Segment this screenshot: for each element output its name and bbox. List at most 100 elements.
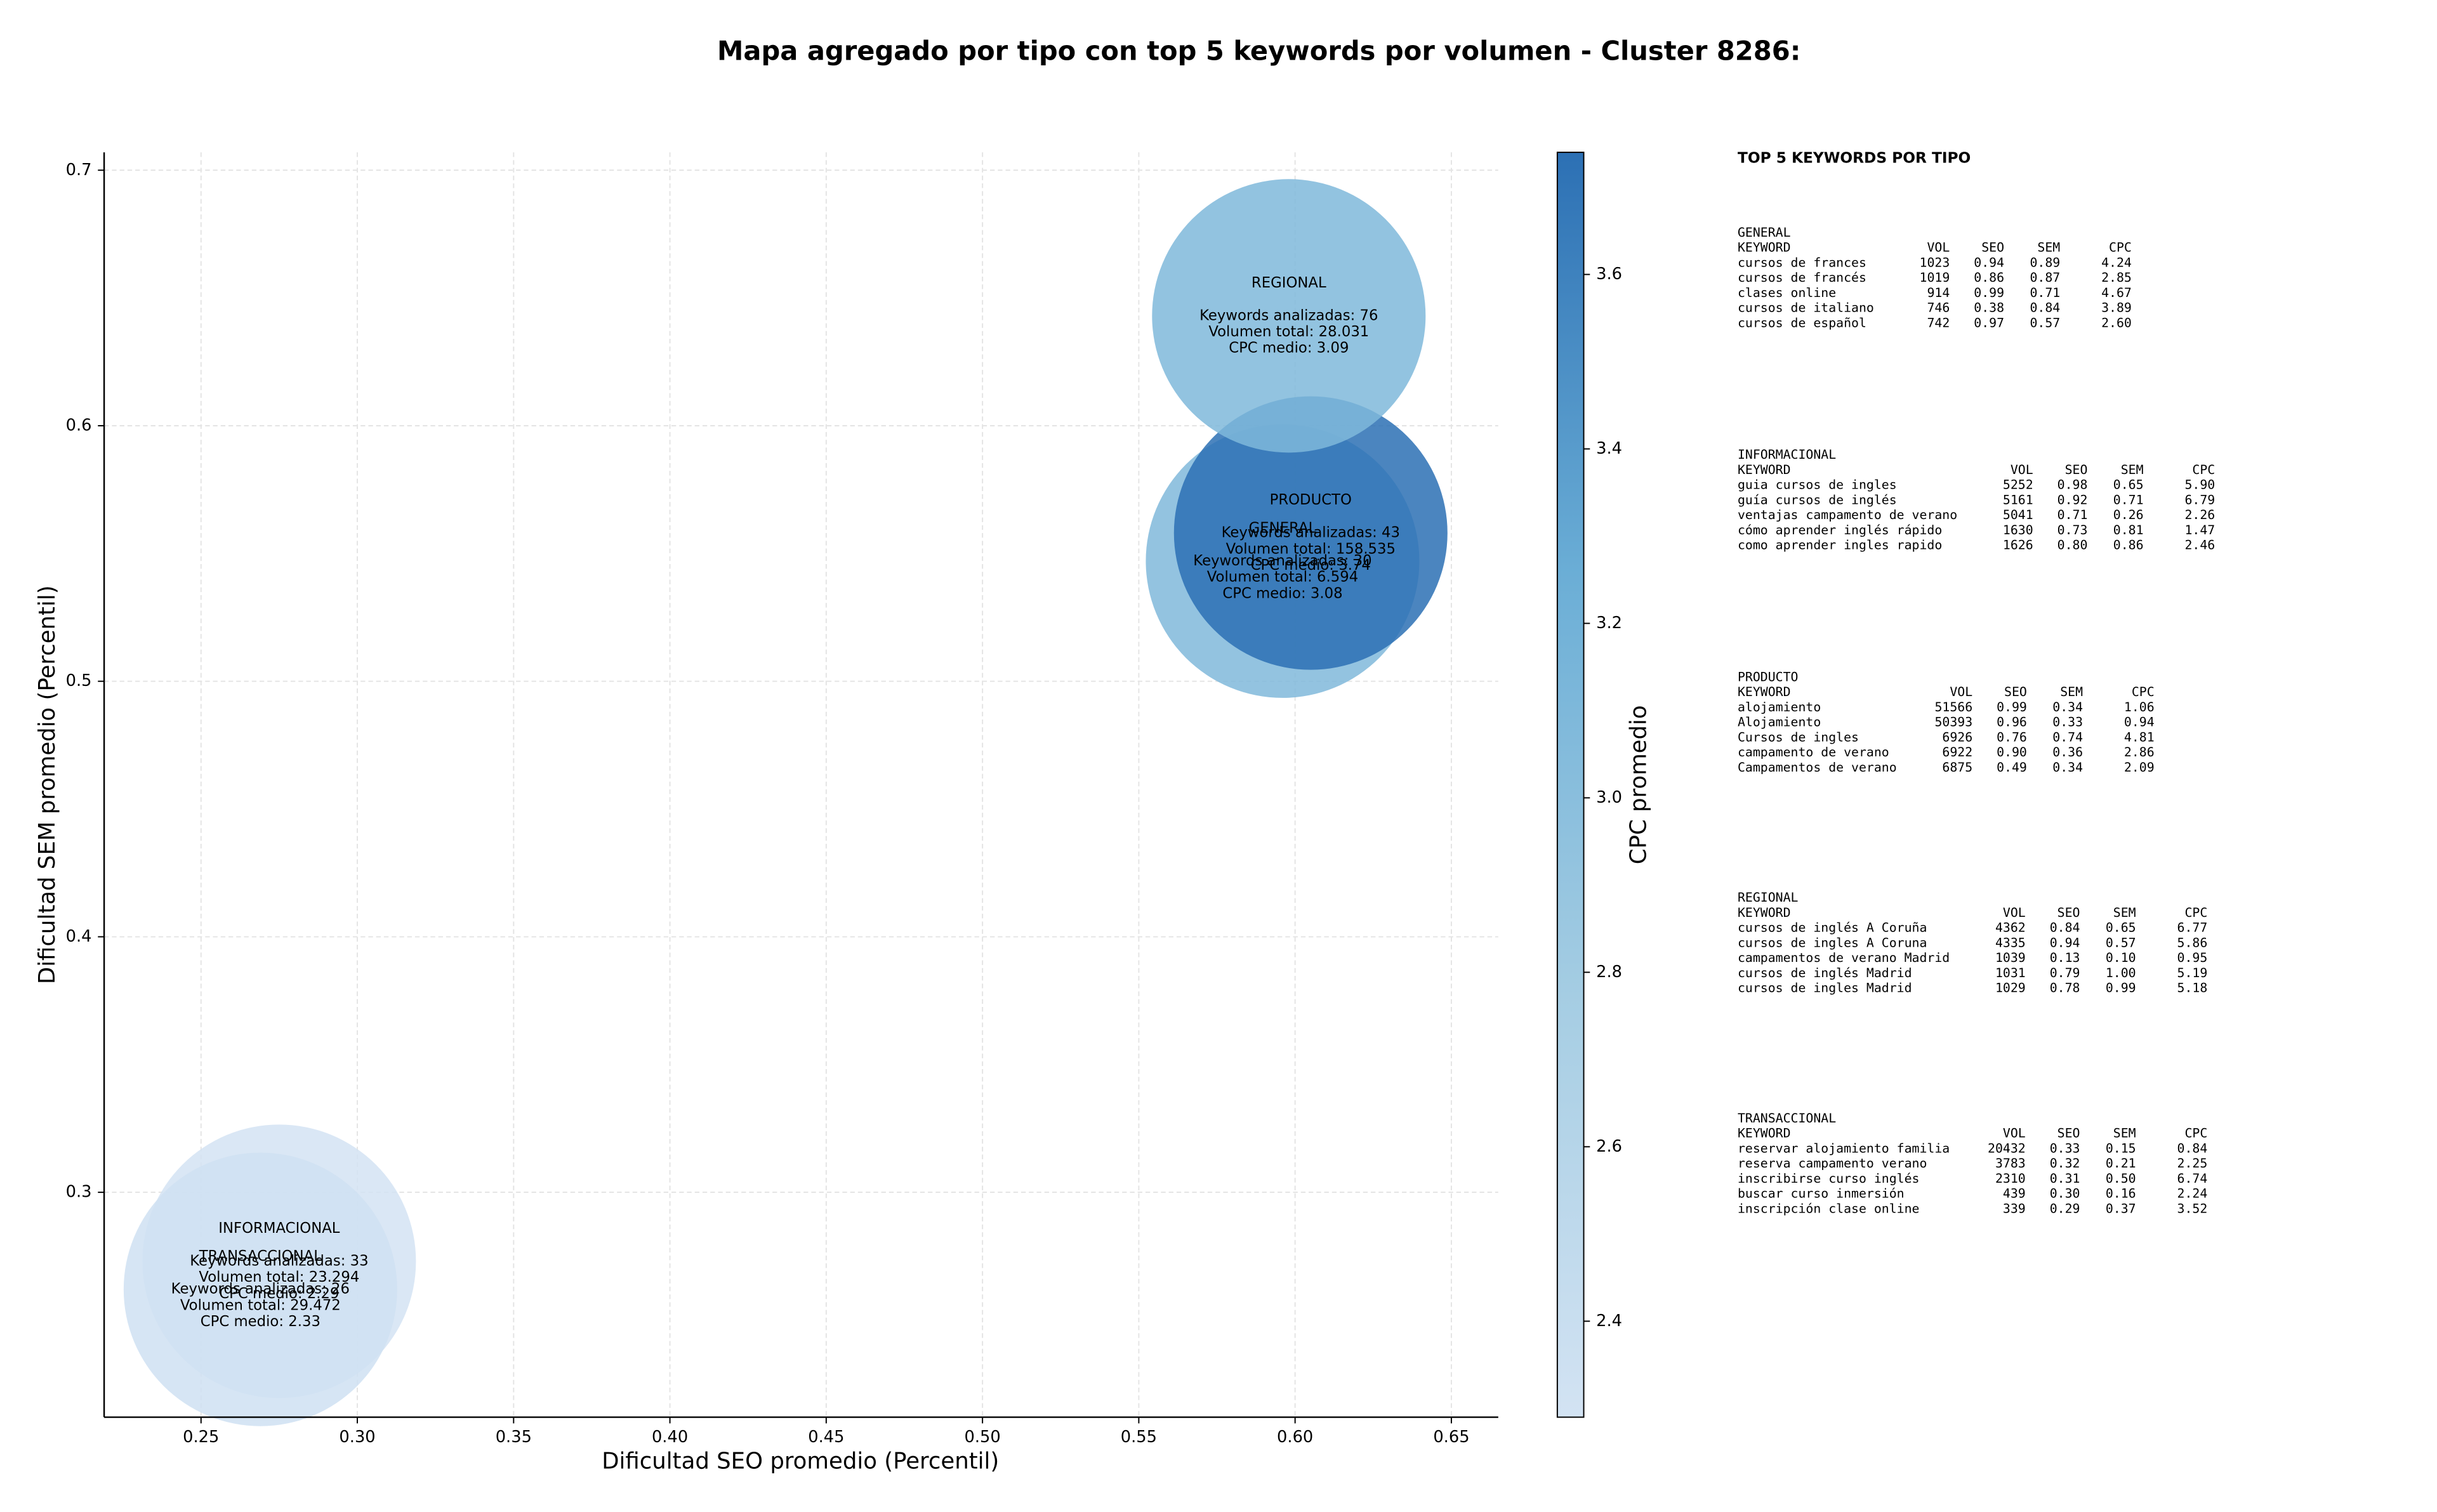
column-header: KEYWORD	[1738, 685, 1791, 699]
table-cell: 0.15	[2106, 1141, 2136, 1155]
colorbar-tick-label: 2.4	[1596, 1311, 1622, 1331]
table-cell: 0.78	[2050, 981, 2080, 996]
table-cell: 5252	[2003, 478, 2033, 492]
table-cell: 0.33	[2050, 1141, 2080, 1155]
table-cell: 0.57	[2030, 315, 2060, 330]
table-cell: 0.89	[2030, 255, 2060, 270]
column-header: VOL	[1927, 240, 1950, 255]
table-cell: 914	[1927, 286, 1950, 300]
table-cell: 0.81	[2113, 523, 2144, 537]
table-cell: 0.37	[2106, 1201, 2136, 1216]
bubble-annotation: Volumen total: 6.594	[1207, 569, 1358, 586]
column-header: CPC	[2184, 905, 2207, 920]
section-name: TRANSACCIONAL	[1738, 1111, 1836, 1126]
table-cell: 0.74	[2052, 730, 2083, 744]
column-header: CPC	[2109, 240, 2132, 255]
column-header: VOL	[2003, 905, 2026, 920]
column-header: SEO	[1981, 240, 2004, 255]
y-tick-label: 0.3	[66, 1183, 92, 1202]
panel-title: TOP 5 KEYWORDS POR TIPO	[1738, 149, 1971, 166]
bubble-annotation: Keywords analizadas: 33	[190, 1252, 368, 1269]
column-header: CPC	[2132, 685, 2155, 699]
chart-title: Mapa agregado por tipo con top 5 keyword…	[717, 35, 1800, 66]
table-cell: 0.34	[2052, 760, 2083, 775]
column-header: VOL	[1950, 685, 1972, 699]
table-cell: buscar curso inmersión	[1738, 1187, 1905, 1201]
bubble-label: TRANSACCIONAL	[199, 1248, 322, 1265]
table-cell: 2.86	[2124, 745, 2155, 759]
table-cell: 0.49	[1997, 760, 2027, 775]
table-cell: 0.57	[2106, 935, 2136, 950]
table-cell: 1630	[2003, 523, 2033, 537]
x-tick-label: 0.50	[965, 1428, 1001, 1447]
section-name: REGIONAL	[1738, 890, 1799, 905]
table-cell: cursos de italiano	[1738, 301, 1874, 315]
table-cell: ventajas campamento de verano	[1738, 508, 1957, 522]
table-cell: reservar alojamiento familia	[1738, 1141, 1950, 1155]
section-name: GENERAL	[1738, 225, 1791, 240]
table-cell: cursos de inglés A Coruña	[1738, 921, 1927, 935]
table-cell: 0.97	[1974, 315, 2004, 330]
x-tick-label: 0.40	[652, 1428, 688, 1447]
table-cell: inscripción clase online	[1738, 1201, 1920, 1216]
table-cell: 6922	[1942, 745, 1972, 759]
table-cell: 0.86	[2113, 538, 2144, 553]
x-tick-label: 0.35	[496, 1428, 532, 1447]
table-cell: cursos de español	[1738, 315, 1866, 330]
column-header: SEM	[2121, 463, 2144, 477]
table-cell: 2.09	[2124, 760, 2155, 775]
x-tick-label: 0.30	[339, 1428, 375, 1447]
table-cell: 50393	[1934, 715, 1972, 730]
table-cell: 0.99	[1974, 286, 2004, 300]
column-header: CPC	[2184, 1126, 2207, 1141]
table-cell: reserva campamento verano	[1738, 1156, 1927, 1171]
x-tick-label: 0.45	[808, 1428, 844, 1447]
table-cell: 2.24	[2177, 1187, 2208, 1201]
table-cell: guia cursos de ingles	[1738, 478, 1897, 492]
table-cell: Alojamiento	[1738, 715, 1821, 730]
table-cell: 0.98	[2057, 478, 2088, 492]
table-cell: 746	[1927, 301, 1950, 315]
bubble-annotation: Keywords analizadas: 30	[1193, 553, 1371, 569]
table-cell: 0.30	[2050, 1187, 2080, 1201]
table-cell: 0.32	[2050, 1156, 2080, 1171]
column-header: SEO	[2057, 1126, 2080, 1141]
bubble-annotation: Volumen total: 23.294	[199, 1269, 359, 1285]
y-tick-label: 0.6	[66, 416, 92, 435]
table-cell: 0.99	[2106, 981, 2136, 996]
table-cell: 2310	[1995, 1171, 2026, 1186]
table-cell: 2.85	[2101, 270, 2132, 285]
y-tick-label: 0.4	[66, 927, 92, 946]
table-cell: 0.26	[2113, 508, 2144, 522]
table-cell: 6875	[1942, 760, 1972, 775]
table-cell: 1039	[1995, 950, 2026, 965]
table-cell: 0.13	[2050, 950, 2080, 965]
table-cell: alojamiento	[1738, 700, 1821, 714]
column-header: CPC	[2192, 463, 2215, 477]
table-cell: 0.34	[2052, 700, 2083, 714]
table-cell: 20432	[1988, 1141, 2026, 1155]
column-header: SEM	[2037, 240, 2060, 255]
table-cell: guía cursos de inglés	[1738, 492, 1897, 507]
table-cell: cursos de ingles Madrid	[1738, 981, 1912, 996]
bubble	[123, 1152, 397, 1426]
colorbar-tick-label: 3.4	[1596, 439, 1622, 458]
table-cell: cómo aprender inglés rápido	[1738, 523, 1942, 537]
table-cell: 0.76	[1997, 730, 2027, 744]
table-cell: Cursos de ingles	[1738, 730, 1859, 744]
table-cell: 0.80	[2057, 538, 2088, 553]
table-cell: 4.81	[2124, 730, 2155, 744]
y-tick-label: 0.7	[66, 161, 92, 180]
section-name: PRODUCTO	[1738, 669, 1799, 684]
table-cell: 0.21	[2106, 1156, 2136, 1171]
column-header: SEO	[2057, 905, 2080, 920]
colorbar-label: CPC promedio	[1626, 705, 1652, 864]
table-cell: 0.99	[1997, 700, 2027, 714]
column-header: KEYWORD	[1738, 905, 1791, 920]
table-cell: 2.25	[2177, 1156, 2208, 1171]
table-cell: 0.96	[1997, 715, 2027, 730]
table-cell: 6926	[1942, 730, 1972, 744]
table-cell: 0.79	[2050, 966, 2080, 980]
x-tick-label: 0.60	[1277, 1428, 1313, 1447]
